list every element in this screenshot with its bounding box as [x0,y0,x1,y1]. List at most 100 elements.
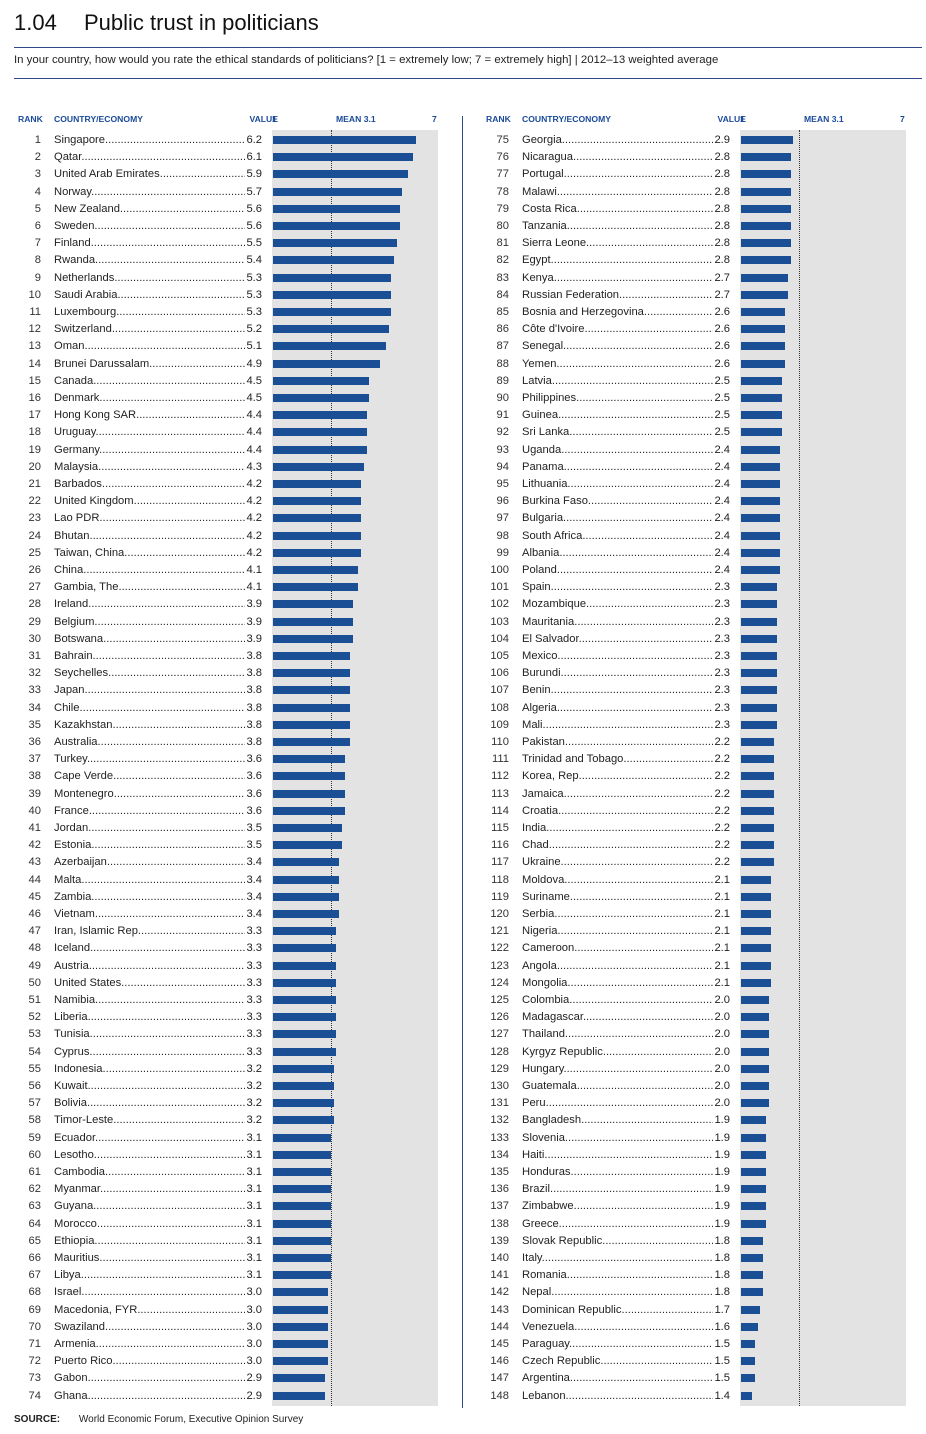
value-label: 3.0 [245,1318,262,1336]
table-row: 127 Thailand.............................… [482,1026,922,1044]
country-label: Czech Republic..........................… [522,1355,730,1368]
value-label: 4.2 [245,493,262,511]
country-label: Slovak Republic.........................… [522,1234,730,1247]
bar [741,703,777,712]
bar [741,153,791,162]
country-label: Bolivia.................................… [54,1097,262,1110]
rank-label: 122 [490,942,509,955]
value-label: 1.5 [713,1336,730,1353]
rank-label: 62 [28,1183,41,1196]
value-label: 4.2 [245,527,262,545]
table-row: 100 Poland...............................… [482,562,922,579]
rank-label: 89 [496,374,509,387]
bar [273,703,350,712]
table-row: 141 Romania..............................… [482,1267,922,1285]
rank-label: 81 [496,237,509,250]
bar [273,910,339,918]
table-row: 112 Korea, Rep...........................… [482,768,922,786]
table-row: 14 Brunei Darussalam.....................… [14,355,454,373]
bar [273,892,339,901]
bar [741,1288,763,1297]
value-label: 3.0 [245,1284,262,1302]
rank-label: 101 [490,581,509,594]
country-label: Suriname................................… [522,890,730,903]
rank-label: 18 [28,426,41,439]
rank-label: 107 [490,684,509,697]
bar [741,686,777,695]
rank-label: 32 [28,667,41,680]
value-label: 3.6 [245,751,262,769]
value-label: 2.3 [713,579,730,597]
value-label: 2.0 [713,1026,730,1044]
country-label: Estonia.................................… [54,839,262,852]
rank-label: 84 [496,288,509,301]
value-label: 3.1 [245,1129,262,1147]
bar [273,617,353,626]
bar [741,1254,763,1262]
value-label: 4.2 [245,510,262,528]
table-row: 106 Burundi..............................… [482,665,922,683]
bar [273,222,400,230]
country-label: Sierra Leone............................… [522,237,730,250]
value-label: 2.2 [713,820,730,837]
bar [741,394,783,402]
bar [741,1150,766,1159]
rank-label: 138 [490,1217,509,1230]
table-row: 42 Estonia...............................… [14,837,454,855]
rank-label: 127 [490,1028,509,1041]
table-row: 13 Oman..................................… [14,338,454,356]
bar [741,669,777,678]
rank-label: 2 [34,151,41,164]
table-row: 41 Jordan................................… [14,820,454,837]
country-label: Indonesia...............................… [54,1062,262,1075]
rank-label: 105 [490,650,509,662]
table-row: 96 Burkina Faso..........................… [482,493,922,511]
value-label: 3.9 [245,630,262,648]
value-label: 2.6 [713,355,730,373]
bar [273,1322,328,1331]
bar [273,1202,331,1211]
country-label: United States...........................… [54,976,262,989]
bar [273,961,337,970]
bar [273,978,337,987]
value-label: 1.7 [713,1301,730,1319]
bar [741,583,777,592]
table-row: 80 Tanzania..............................… [482,218,922,235]
country-label: Korea, Rep..............................… [522,770,730,783]
country-label: Ethiopia................................… [54,1234,262,1247]
value-label: 3.4 [245,906,262,923]
bar [273,738,350,746]
table-row: 124 Mongolia.............................… [482,974,922,992]
value-label: 2.2 [713,734,730,751]
country-label: Poland..................................… [522,564,730,576]
table-row: 50 United States.........................… [14,974,454,992]
table-row: 81 Sierra Leone..........................… [482,235,922,253]
bar [273,1116,334,1125]
rank-label: 19 [28,443,41,456]
rank-label: 4 [34,185,41,198]
table-row: 138 Greece...............................… [482,1215,922,1233]
rank-label: 85 [496,306,509,318]
country-label: Moldova.................................… [522,873,730,886]
value-label: 3.4 [245,854,262,872]
bar [273,1391,326,1400]
country-label: Kyrgyz Republic.........................… [522,1045,730,1058]
value-label: 3.8 [245,665,262,683]
rank-label: 137 [490,1200,509,1213]
table-row: 73 Gabon.................................… [14,1370,454,1388]
bar [273,720,350,729]
rank-label: 57 [28,1097,41,1110]
country-label: Honduras................................… [522,1166,730,1178]
value-label: 1.8 [713,1232,730,1250]
country-label: Serbia..................................… [522,908,730,920]
rank-label: 83 [496,271,509,284]
value-label: 4.1 [245,579,262,597]
value-label: 1.9 [713,1129,730,1147]
table-row: 86 Côte d'Ivoire.........................… [482,321,922,339]
value-label: 2.5 [713,407,730,425]
rank-label: 75 [496,134,509,146]
table-row: 49 Austria...............................… [14,957,454,975]
header-mean: MEAN 3.1 [336,114,376,124]
bar [741,342,785,351]
table-row: 131 Peru.................................… [482,1095,922,1113]
